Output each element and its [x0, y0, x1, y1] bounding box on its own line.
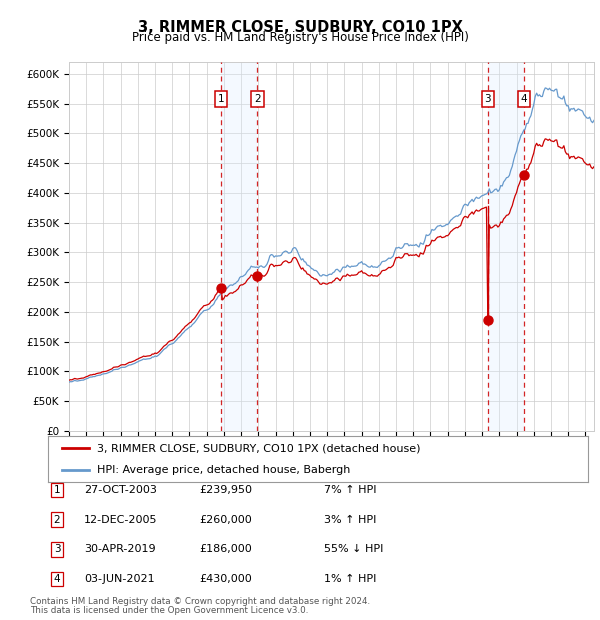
Text: 7% ↑ HPI: 7% ↑ HPI [324, 485, 377, 495]
Text: 4: 4 [520, 94, 527, 104]
Text: 3, RIMMER CLOSE, SUDBURY, CO10 1PX (detached house): 3, RIMMER CLOSE, SUDBURY, CO10 1PX (deta… [97, 443, 420, 453]
Text: 2: 2 [254, 94, 261, 104]
Text: 03-JUN-2021: 03-JUN-2021 [84, 574, 155, 584]
Text: 1% ↑ HPI: 1% ↑ HPI [324, 574, 376, 584]
Text: £239,950: £239,950 [199, 485, 252, 495]
Text: 1: 1 [53, 485, 61, 495]
Text: Contains HM Land Registry data © Crown copyright and database right 2024.: Contains HM Land Registry data © Crown c… [30, 597, 370, 606]
Text: Price paid vs. HM Land Registry's House Price Index (HPI): Price paid vs. HM Land Registry's House … [131, 31, 469, 44]
Text: 30-APR-2019: 30-APR-2019 [84, 544, 155, 554]
Text: 3% ↑ HPI: 3% ↑ HPI [324, 515, 376, 525]
Text: 1: 1 [218, 94, 224, 104]
Text: 55% ↓ HPI: 55% ↓ HPI [324, 544, 383, 554]
Bar [488, 62, 524, 431]
Text: £260,000: £260,000 [199, 515, 252, 525]
Text: This data is licensed under the Open Government Licence v3.0.: This data is licensed under the Open Gov… [30, 606, 308, 615]
Text: 4: 4 [53, 574, 61, 584]
Text: 3, RIMMER CLOSE, SUDBURY, CO10 1PX: 3, RIMMER CLOSE, SUDBURY, CO10 1PX [137, 20, 463, 35]
Text: £430,000: £430,000 [199, 574, 252, 584]
Text: 27-OCT-2003: 27-OCT-2003 [84, 485, 157, 495]
Text: £186,000: £186,000 [199, 544, 252, 554]
Text: 3: 3 [53, 544, 61, 554]
Text: 3: 3 [484, 94, 491, 104]
Bar [221, 62, 257, 431]
Text: 12-DEC-2005: 12-DEC-2005 [84, 515, 157, 525]
Text: 2: 2 [53, 515, 61, 525]
Text: HPI: Average price, detached house, Babergh: HPI: Average price, detached house, Babe… [97, 465, 350, 475]
